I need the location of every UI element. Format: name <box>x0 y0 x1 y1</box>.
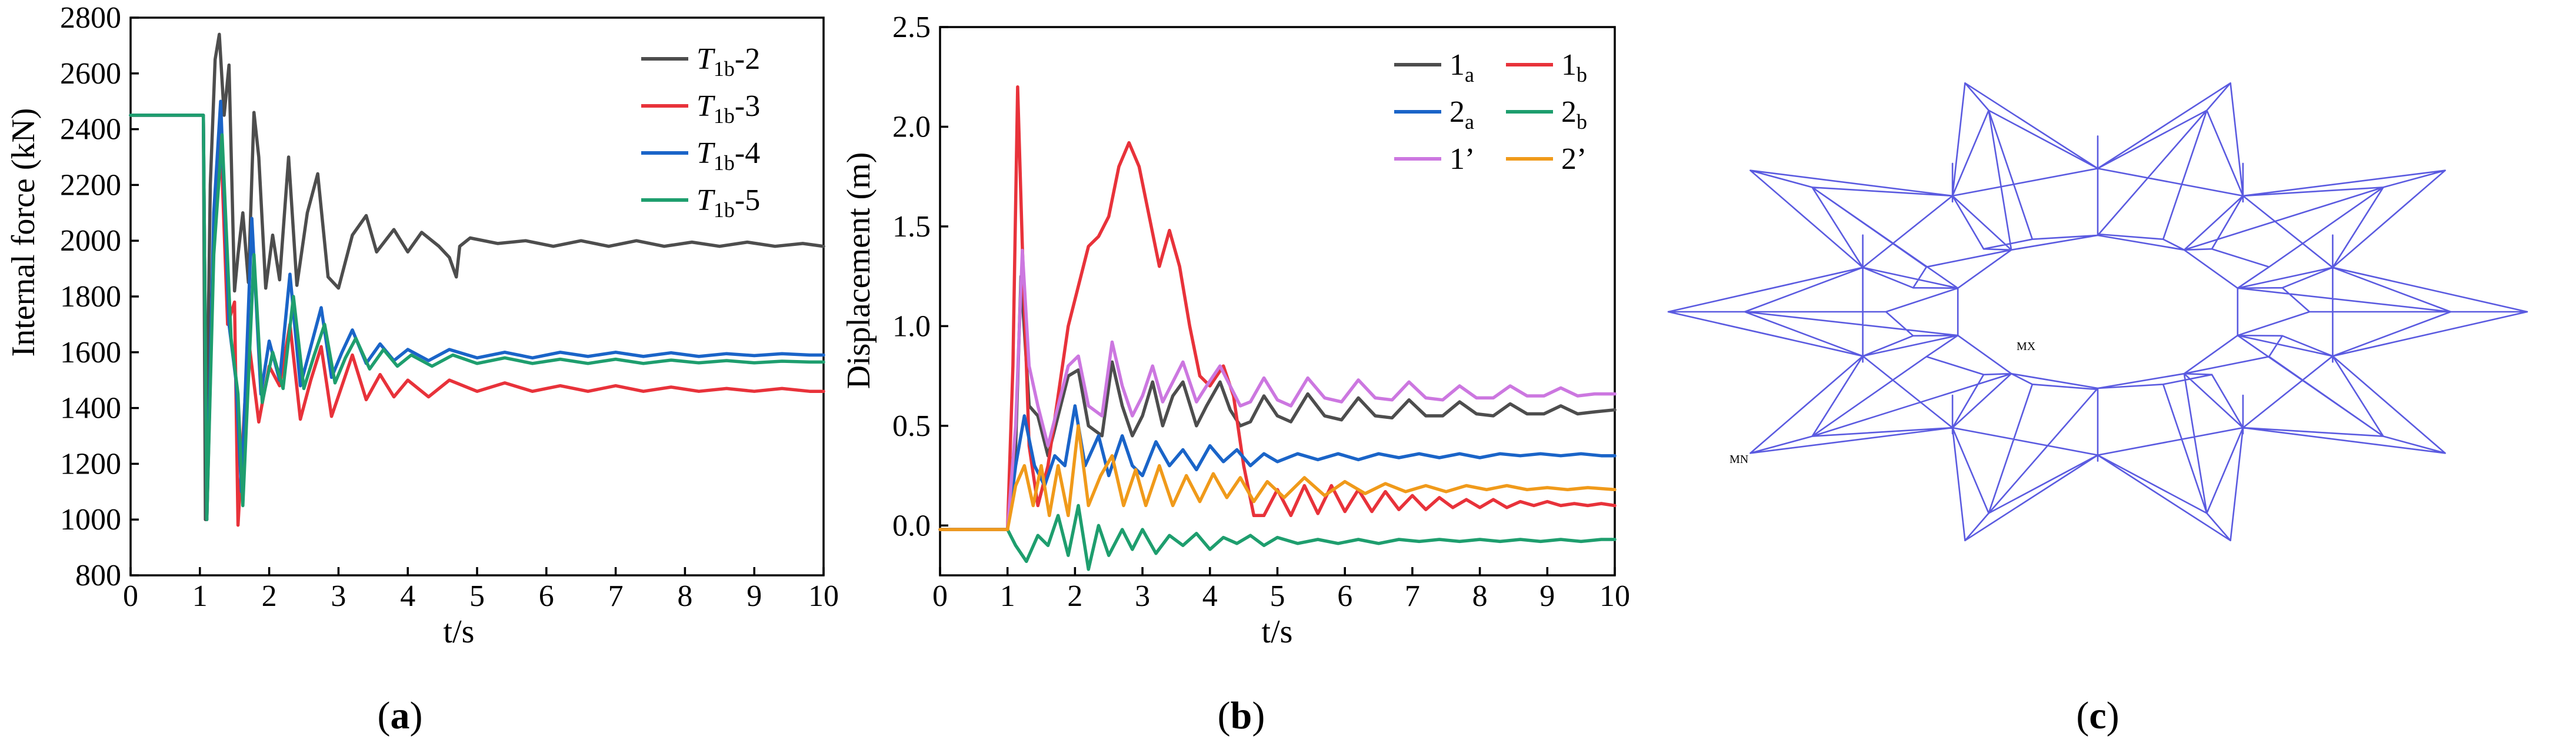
panel-b-y-axis-title: Displacement (m) <box>841 152 877 389</box>
panel-b-series-lines <box>938 85 1617 571</box>
panel-b-x-tick-label: 0 <box>932 579 948 613</box>
panel-b-series-2 <box>938 424 1617 531</box>
panel-a-x-tick-label: 1 <box>192 579 208 613</box>
panel-b-x-tick-label: 6 <box>1337 579 1352 613</box>
panel-a-x-tick-label: 7 <box>608 579 624 613</box>
panel-b-x-tick-label: 5 <box>1270 579 1285 613</box>
panel-b-y-tick-label: 0.5 <box>892 409 931 443</box>
panel-a-internal-force-chart: 0 1 2 3 4 5 6 7 8 9 10 800 1000 1200 1400 1600 1800 2000 2… <box>5 1 839 737</box>
panel-b-series-1b <box>938 85 1617 531</box>
panel-b-legend-label-1: 1’ <box>1449 142 1475 176</box>
panel-a-series-t1b-3 <box>129 114 825 527</box>
panel-a-x-tick-label: 4 <box>400 579 415 613</box>
truss-wireframe-drawing <box>1667 82 2528 542</box>
panel-b-series-1 <box>938 248 1617 531</box>
panel-b-legend-label-1b: 1b <box>1561 48 1587 86</box>
panel-b-axes: 0 1 2 3 4 5 6 7 8 9 10 0.0 0.5 1.0 1.5 2.0 2.5 <box>892 11 1630 613</box>
panel-a-label: (a) <box>378 694 423 737</box>
panel-a-y-tick-label: 1000 <box>60 503 121 537</box>
panel-a-axes: 0 1 2 3 4 5 6 7 8 9 10 800 1000 1200 1400 1600 1800 2000 2… <box>60 1 839 613</box>
panel-a-y-tick-label: 800 <box>75 559 121 592</box>
panel-b-y-tick-label: 2.5 <box>892 11 931 44</box>
panel-a-y-tick-label: 1200 <box>60 447 121 481</box>
panel-b-x-tick-label: 3 <box>1135 579 1150 613</box>
panel-b-x-tick-label: 1 <box>1000 579 1015 613</box>
panel-b-x-tick-label: 4 <box>1202 579 1218 613</box>
panel-a-series-lines <box>129 32 825 527</box>
panel-b-legend-label-2b: 2b <box>1561 95 1587 134</box>
panel-b-label: (b) <box>1218 694 1265 737</box>
panel-a-x-tick-label: 6 <box>539 579 554 613</box>
panel-a-legend: T1b-2 T1b-3 T1b-4 T1b-5 <box>641 42 760 222</box>
panel-a-legend-label-t1b-2: T1b-2 <box>697 42 760 81</box>
min-marker-text: MN <box>1729 453 1748 466</box>
panel-c-label: (c) <box>2076 694 2119 737</box>
panel-b-legend-label-1a: 1a <box>1449 48 1474 86</box>
panel-a-legend-label-t1b-4: T1b-4 <box>697 136 760 175</box>
panel-b-x-tick-label: 8 <box>1472 579 1488 613</box>
panel-a-x-axis-title: t/s <box>444 614 475 650</box>
panel-a-y-tick-label: 2200 <box>60 168 121 202</box>
panel-a-legend-label-t1b-5: T1b-5 <box>697 184 760 222</box>
panel-a-series-t1b-5 <box>129 114 825 521</box>
panel-b-x-axis-title: t/s <box>1262 614 1293 650</box>
panel-b-x-tick-label: 2 <box>1067 579 1082 613</box>
panel-b-legend: 1a 1b 2a 2b 1’ 2’ <box>1394 48 1587 176</box>
panel-b-y-tick-label: 2.0 <box>892 110 931 144</box>
panel-b-x-tick-label: 7 <box>1405 579 1420 613</box>
panel-a-y-tick-label: 2000 <box>60 224 121 258</box>
panel-b-y-tick-label: 0.0 <box>892 509 931 542</box>
panel-b-x-tick-label: 10 <box>1599 579 1630 613</box>
panel-b-y-tick-label: 1.5 <box>892 210 931 244</box>
truss-members <box>1667 82 2528 542</box>
panel-a-y-tick-label: 2800 <box>60 1 121 35</box>
panel-b-x-tick-label: 9 <box>1539 579 1555 613</box>
max-marker-text: MX <box>2017 340 2036 353</box>
panel-a-x-tick-label: 9 <box>747 579 762 613</box>
panel-a-y-tick-label: 2600 <box>60 57 121 91</box>
panel-b-series-2a <box>938 404 1617 531</box>
panel-a-y-tick-label: 2400 <box>60 113 121 146</box>
panel-a-series-t1b-2 <box>129 32 825 521</box>
panel-a-plot-frame <box>129 16 825 577</box>
panel-a-y-tick-label: 1400 <box>60 392 121 425</box>
panel-a-x-tick-label: 2 <box>262 579 277 613</box>
panel-a-y-tick-label: 1600 <box>60 336 121 369</box>
panel-a-x-tick-label: 10 <box>808 579 839 613</box>
panel-a-y-tick-label: 1800 <box>60 280 121 314</box>
panel-b-legend-label-2a: 2a <box>1449 95 1474 134</box>
panel-a-x-tick-label: 3 <box>331 579 346 613</box>
panel-a-x-tick-label: 8 <box>677 579 692 613</box>
panel-b-legend-label-2: 2’ <box>1561 142 1587 176</box>
panel-a-y-axis-title: Internal force (kN) <box>5 108 42 357</box>
panel-c-truss-structure: MX MN (c) <box>1667 82 2528 737</box>
panel-a-x-tick-label: 5 <box>469 579 485 613</box>
panel-a-legend-label-t1b-3: T1b-3 <box>697 89 760 128</box>
panel-b-y-tick-label: 1.0 <box>892 309 931 343</box>
panel-a-x-tick-label: 0 <box>123 579 138 613</box>
panel-b-series-2b <box>938 504 1617 571</box>
